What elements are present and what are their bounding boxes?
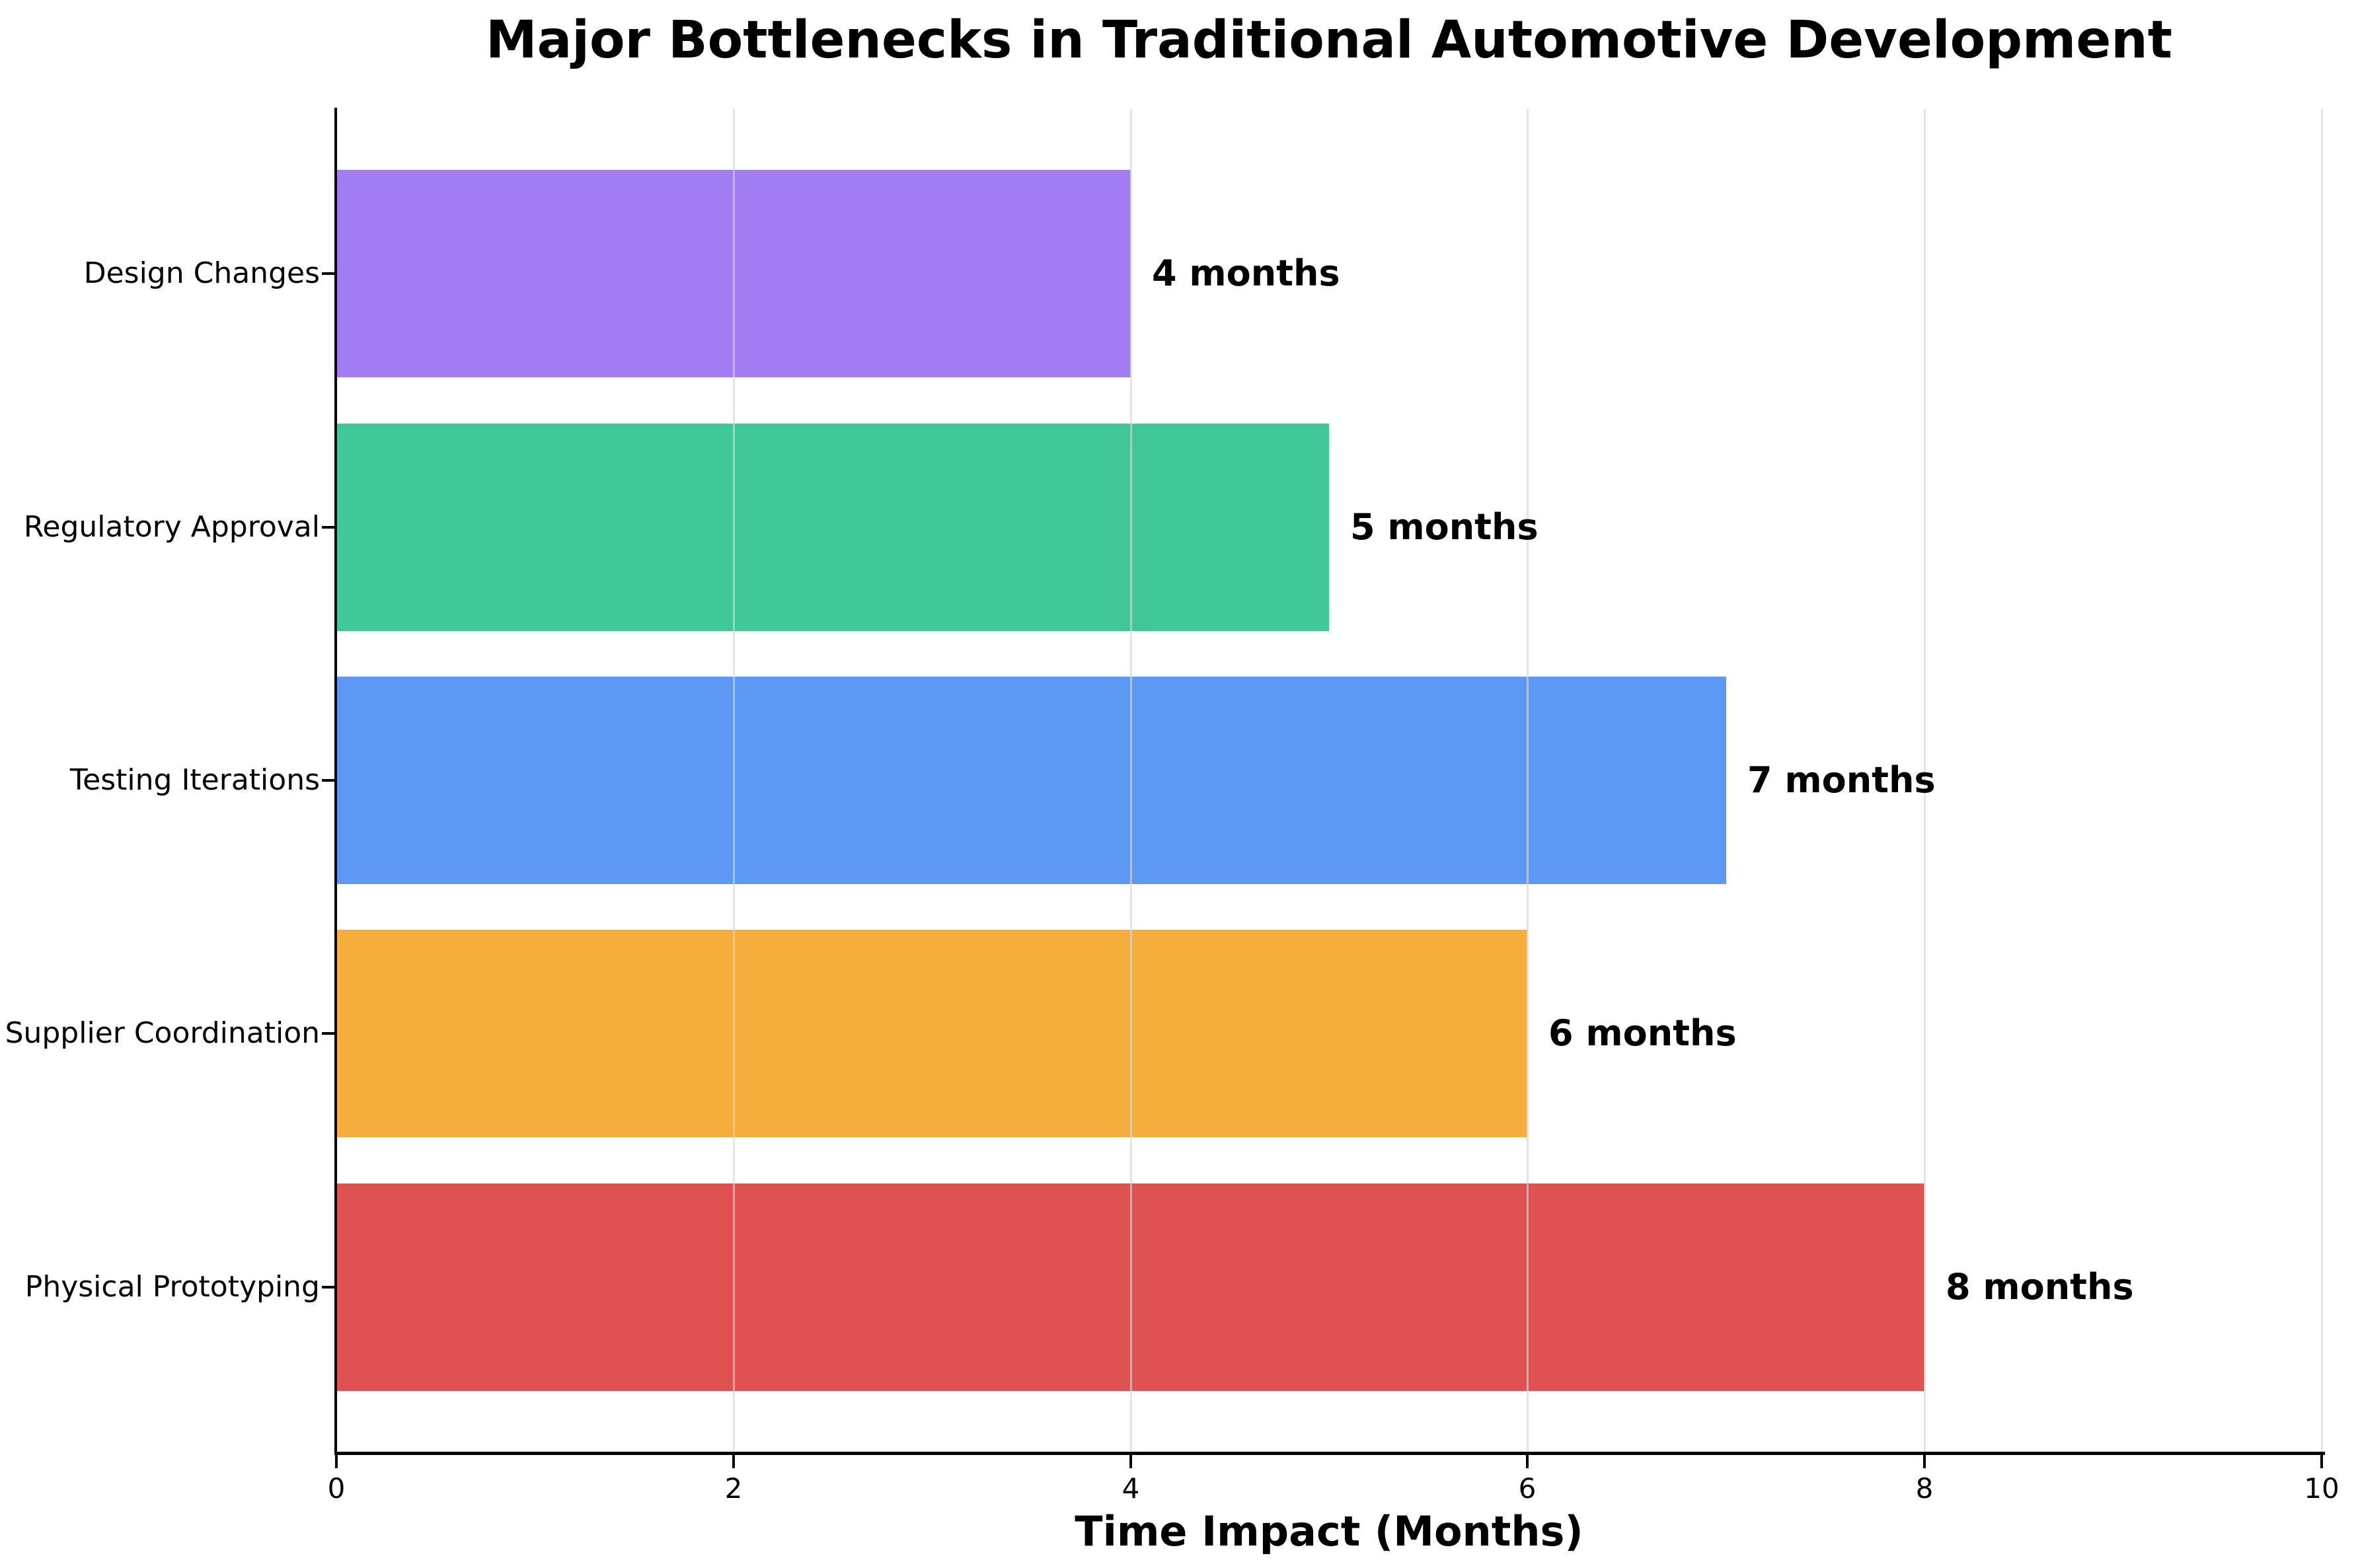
- x-tick-mark-2: [732, 1455, 735, 1468]
- y-tick-mark-testing-iterations: [322, 779, 335, 782]
- gridline-x-4: [1130, 109, 1132, 1452]
- value-label-physical-prototyping: 8 months: [1946, 1266, 2134, 1308]
- y-tick-mark-design-changes: [322, 272, 335, 275]
- gridline-x-10: [2321, 109, 2323, 1452]
- gridline-x-2: [733, 109, 735, 1452]
- bar-regulatory-approval: [336, 424, 1329, 631]
- gridline-x-6: [1527, 109, 1529, 1452]
- y-tick-mark-regulatory-approval: [322, 526, 335, 529]
- x-tick-label-6: 6: [1518, 1472, 1537, 1505]
- x-tick-mark-10: [2320, 1455, 2323, 1468]
- y-tick-label-physical-prototyping: Physical Prototyping: [24, 1270, 320, 1304]
- x-tick-label-8: 8: [1915, 1472, 1934, 1505]
- y-tick-label-design-changes: Design Changes: [83, 256, 320, 290]
- y-axis-spine: [334, 108, 337, 1455]
- x-tick-label-4: 4: [1122, 1472, 1140, 1505]
- gridline-x-8: [1924, 109, 1926, 1452]
- x-tick-mark-0: [335, 1455, 338, 1468]
- x-axis-label: Time Impact (Months): [1075, 1507, 1583, 1555]
- y-tick-label-supplier-coordination: Supplier Coordination: [5, 1016, 320, 1050]
- x-tick-mark-6: [1526, 1455, 1529, 1468]
- x-tick-label-0: 0: [327, 1472, 346, 1505]
- y-tick-label-regulatory-approval: Regulatory Approval: [23, 510, 320, 544]
- value-label-supplier-coordination: 6 months: [1548, 1012, 1737, 1054]
- y-tick-mark-physical-prototyping: [322, 1286, 335, 1288]
- bar-testing-iterations: [336, 677, 1726, 884]
- value-label-testing-iterations: 7 months: [1747, 759, 1936, 801]
- x-tick-label-10: 10: [2304, 1472, 2339, 1505]
- x-tick-label-2: 2: [724, 1472, 743, 1505]
- chart-title: Major Bottlenecks in Traditional Automot…: [485, 11, 2173, 70]
- plot-area: [336, 109, 2323, 1452]
- bar-supplier-coordination: [336, 930, 1527, 1137]
- y-tick-label-testing-iterations: Testing Iterations: [69, 763, 320, 797]
- x-tick-mark-8: [1923, 1455, 1926, 1468]
- value-label-regulatory-approval: 5 months: [1350, 506, 1539, 548]
- y-tick-mark-supplier-coordination: [322, 1032, 335, 1035]
- value-label-design-changes: 4 months: [1152, 252, 1340, 294]
- x-tick-mark-4: [1129, 1455, 1132, 1468]
- x-axis-spine: [334, 1452, 2325, 1455]
